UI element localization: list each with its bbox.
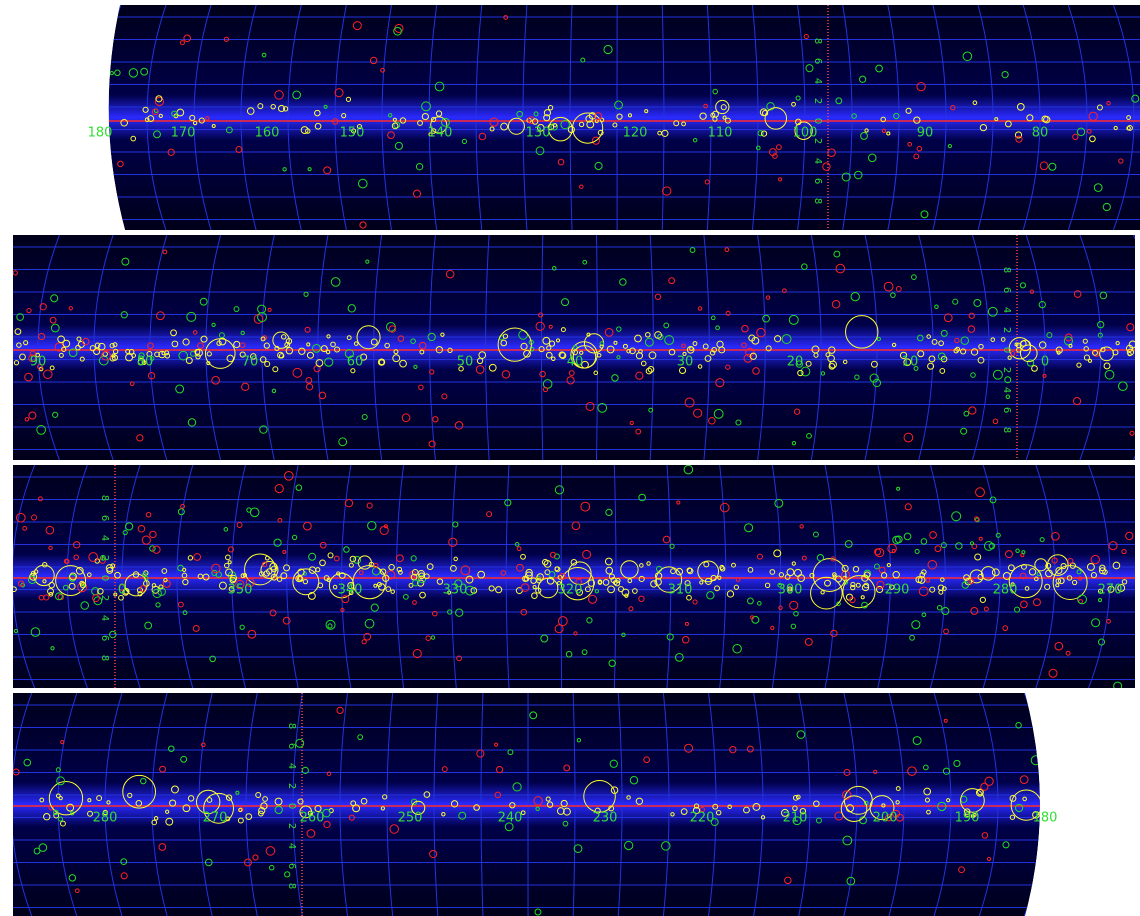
latitude-label: 4: [1001, 387, 1012, 393]
longitude-label: 220: [690, 811, 715, 826]
latitude-label: 2: [812, 98, 823, 104]
latitude-label: 2: [286, 783, 297, 789]
strip-content: [6, 0, 1140, 230]
longitude-label: 240: [498, 811, 523, 826]
longitude-label: 300: [778, 583, 803, 598]
grid-line: [0, 235, 6, 460]
latitude-label: 6: [1001, 287, 1012, 293]
longitude-label: 270: [1098, 583, 1123, 598]
latitude-label: 4: [812, 158, 823, 164]
latitude-label: 6: [99, 635, 110, 641]
longitude-label: 250: [398, 811, 423, 826]
latitude-label: 8: [99, 655, 110, 661]
longitude-label: 280: [93, 811, 118, 826]
longitude-label: 70: [242, 355, 259, 370]
longitude-label: 30: [677, 355, 694, 370]
latitude-label: 0: [1001, 347, 1012, 353]
longitude-label: 150: [340, 126, 365, 141]
latitude-label: 8: [99, 495, 110, 501]
longitude-label: 40: [567, 355, 584, 370]
latitude-label: 8: [1001, 267, 1012, 273]
longitude-label: 10: [902, 355, 919, 370]
longitude-label: 260: [300, 811, 325, 826]
latitude-label: 0: [812, 118, 823, 124]
longitude-label: 190: [955, 811, 980, 826]
longitude-label: 350: [228, 583, 253, 598]
longitude-label: 0: [118, 583, 126, 598]
longitude-label: 20: [787, 355, 804, 370]
latitude-label: 0: [99, 575, 110, 581]
latitude-label: 8: [286, 723, 297, 729]
latitude-label: 8: [286, 883, 297, 889]
survey-strip: 280 270 260 250 240 230 220 210 200 190 180 8 6 4 2 0 2 4…: [0, 693, 1065, 916]
latitude-label: 2: [99, 595, 110, 601]
longitude-label: 180: [88, 126, 113, 141]
latitude-label: 6: [812, 58, 823, 64]
latitude-label: 6: [1001, 407, 1012, 413]
sky-background: [13, 693, 1040, 916]
sky-background: [13, 465, 1135, 688]
latitude-label: 2: [1001, 327, 1012, 333]
latitude-label: 8: [812, 38, 823, 44]
longitude-label: 310: [668, 583, 693, 598]
latitude-label: 6: [812, 178, 823, 184]
latitude-label: 4: [286, 763, 297, 769]
grid-line: [53, 5, 76, 230]
longitude-label: 230: [593, 811, 618, 826]
sky-map: 1801701601501401301201101009080864202468…: [0, 0, 1140, 916]
latitude-label: 2: [286, 823, 297, 829]
longitude-label: 170: [171, 126, 196, 141]
latitude-label: 6: [286, 863, 297, 869]
longitude-label: 90: [917, 126, 934, 141]
longitude-label: 130: [526, 126, 551, 141]
latitude-label: 8: [812, 198, 823, 204]
latitude-label: 2: [1001, 367, 1012, 373]
longitude-label: 200: [873, 811, 898, 826]
grid-line: [6, 5, 31, 230]
longitude-label: 80: [137, 355, 154, 370]
longitude-label: 320: [558, 583, 583, 598]
latitude-label: 2: [99, 555, 110, 561]
source-marker: [1038, 741, 1045, 748]
longitude-label: 160: [255, 126, 280, 141]
longitude-label: 210: [783, 811, 808, 826]
latitude-label: 4: [286, 843, 297, 849]
latitude-label: 8: [1001, 427, 1012, 433]
latitude-label: 6: [286, 743, 297, 749]
survey-strip: 0 350 340 330 320 310 300 290 280 270 8 6 4 2 0 2 4 6 8: [0, 458, 1140, 709]
strip-content: [0, 693, 1065, 916]
longitude-label: 290: [885, 583, 910, 598]
longitude-label: 270: [203, 811, 228, 826]
source-marker: [97, 0, 103, 4]
strip-content: [0, 235, 1140, 460]
longitude-label: 340: [338, 583, 363, 598]
latitude-label: 4: [99, 615, 110, 621]
latitude-label: 0: [286, 803, 297, 809]
longitude-label: 140: [428, 126, 453, 141]
longitude-label: 60: [347, 355, 364, 370]
longitude-label: 330: [443, 583, 468, 598]
longitude-label: 80: [1032, 126, 1049, 141]
latitude-label: 4: [1001, 307, 1012, 313]
longitude-label: 120: [623, 126, 648, 141]
latitude-label: 2: [812, 138, 823, 144]
latitude-label: 4: [812, 78, 823, 84]
longitude-label: 0: [1041, 355, 1049, 370]
survey-strip: 1801701601501401301201101009080864202468: [6, 0, 1140, 230]
sky-background: [13, 235, 1135, 460]
source-marker: [1042, 849, 1047, 854]
longitude-label: 280: [993, 583, 1018, 598]
latitude-label: 6: [99, 515, 110, 521]
longitude-label: 50: [457, 355, 474, 370]
longitude-label: 180: [1033, 811, 1058, 826]
latitude-label: 4: [99, 535, 110, 541]
longitude-label: 90: [30, 355, 47, 370]
longitude-label: 110: [708, 126, 733, 141]
